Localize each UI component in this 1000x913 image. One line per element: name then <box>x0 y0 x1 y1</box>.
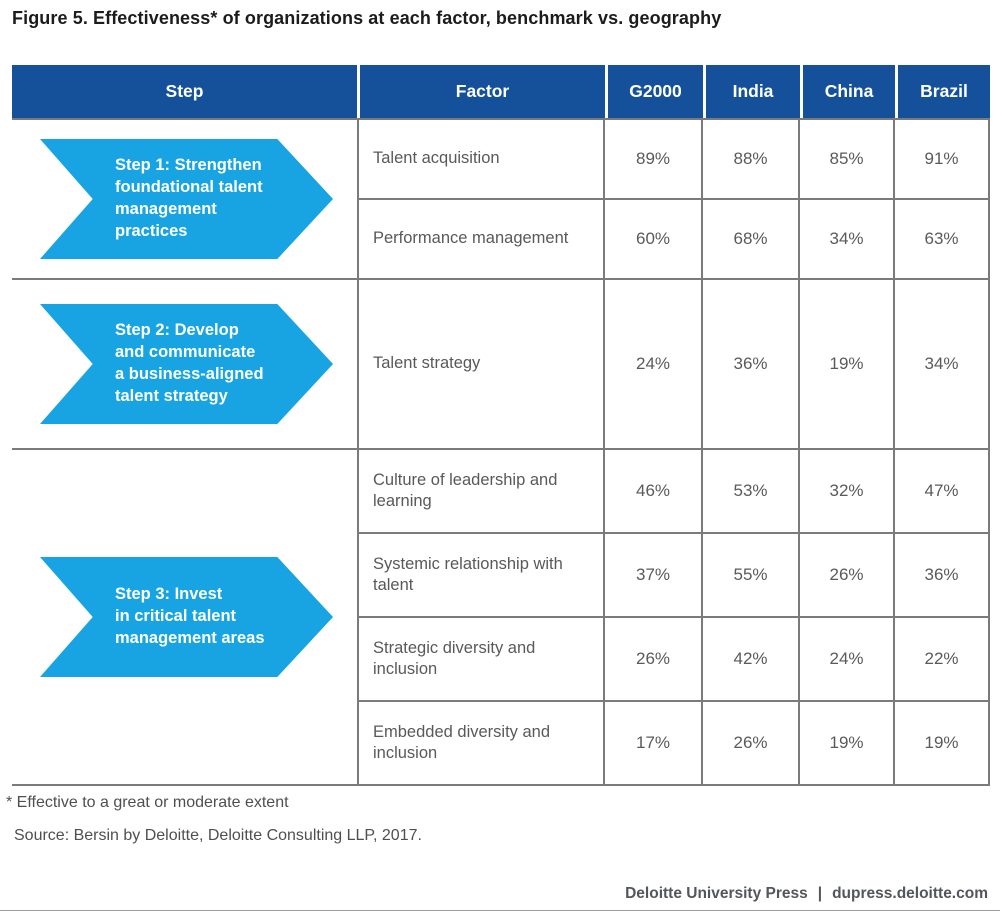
footer-brand-bar: Deloitte University Press | dupress.delo… <box>625 885 988 903</box>
source-line: Source: Bersin by Deloitte, Deloitte Con… <box>14 827 422 844</box>
table-body: Step 1: Strengthen foundational talent m… <box>12 118 990 786</box>
value-cell-china: 24% <box>798 618 893 700</box>
value-cell-g2000: 60% <box>603 200 701 278</box>
step-1-chevron-arrow: Step 1: Strengthen foundational talent m… <box>40 139 333 259</box>
value-cell-india: 36% <box>701 280 798 448</box>
value-cell-brazil: 19% <box>893 702 988 784</box>
value-cell-india: 88% <box>701 120 798 198</box>
value-cell-china: 19% <box>798 280 893 448</box>
table-header-row: Step Factor G2000 India China Brazil <box>12 65 990 118</box>
footer-brand: Deloitte University Press <box>625 885 808 902</box>
value-cell-g2000: 26% <box>603 618 701 700</box>
value-cell-china: 85% <box>798 120 893 198</box>
step-2-group: Step 2: Develop and communicate a busine… <box>12 278 990 448</box>
table-row: Embedded diversity and inclusion 17% 26%… <box>359 700 988 784</box>
step-1-cell: Step 1: Strengthen foundational talent m… <box>12 120 357 278</box>
value-cell-china: 32% <box>798 450 893 532</box>
step-2-label: Step 2: Develop and communicate a busine… <box>115 321 264 405</box>
factor-cell: Culture of leadership and learning <box>373 470 558 510</box>
factor-cell: Talent strategy <box>373 354 481 373</box>
step-1-group: Step 1: Strengthen foundational talent m… <box>12 118 990 278</box>
header-cell-g2000: G2000 <box>605 65 703 118</box>
header-cell-step: Step <box>12 65 357 118</box>
value-cell-india: 68% <box>701 200 798 278</box>
step-1-label: Step 1: Strengthen foundational talent m… <box>115 156 263 240</box>
footer-url-link[interactable]: dupress.deloitte.com <box>832 885 988 902</box>
value-cell-g2000: 17% <box>603 702 701 784</box>
value-cell-brazil: 91% <box>893 120 988 198</box>
footer-separator: | <box>817 885 823 902</box>
value-cell-brazil: 63% <box>893 200 988 278</box>
value-cell-brazil: 36% <box>893 534 988 616</box>
effectiveness-table: Step Factor G2000 India China Brazil Ste… <box>12 65 990 786</box>
factor-cell: Systemic relationship with talent <box>373 554 563 594</box>
value-cell-g2000: 89% <box>603 120 701 198</box>
header-cell-brazil: Brazil <box>895 65 990 118</box>
value-cell-g2000: 37% <box>603 534 701 616</box>
value-cell-brazil: 34% <box>893 280 988 448</box>
step-2-chevron-arrow: Step 2: Develop and communicate a busine… <box>40 304 333 424</box>
figure-title: Figure 5. Effectiveness* of organization… <box>12 8 722 28</box>
value-cell-india: 55% <box>701 534 798 616</box>
step-1-rows: Talent acquisition 89% 88% 85% 91% Perfo… <box>357 120 990 278</box>
table-row: Performance management 60% 68% 34% 63% <box>359 198 988 278</box>
step-2-rows: Talent strategy 24% 36% 19% 34% <box>357 280 990 448</box>
footnote-effective-extent: * Effective to a great or moderate exten… <box>6 794 289 811</box>
value-cell-india: 26% <box>701 702 798 784</box>
value-cell-china: 34% <box>798 200 893 278</box>
table-row: Systemic relationship with talent 37% 55… <box>359 532 988 616</box>
value-cell-g2000: 24% <box>603 280 701 448</box>
step-3-group: Step 3: Invest in critical talent manage… <box>12 448 990 784</box>
header-cell-factor: Factor <box>357 65 605 118</box>
table-row: Talent strategy 24% 36% 19% 34% <box>359 280 988 448</box>
table-row: Strategic diversity and inclusion 26% 42… <box>359 616 988 700</box>
table-row: Culture of leadership and learning 46% 5… <box>359 450 988 532</box>
header-cell-china: China <box>800 65 895 118</box>
factor-cell: Talent acquisition <box>373 149 500 168</box>
step-3-label: Step 3: Invest in critical talent manage… <box>115 585 265 647</box>
value-cell-g2000: 46% <box>603 450 701 532</box>
value-cell-china: 26% <box>798 534 893 616</box>
value-cell-china: 19% <box>798 702 893 784</box>
header-cell-india: India <box>703 65 800 118</box>
value-cell-india: 42% <box>701 618 798 700</box>
step-2-cell: Step 2: Develop and communicate a busine… <box>12 280 357 448</box>
value-cell-brazil: 22% <box>893 618 988 700</box>
factor-cell: Embedded diversity and inclusion <box>373 722 551 762</box>
bottom-divider <box>0 910 1000 911</box>
value-cell-india: 53% <box>701 450 798 532</box>
factor-cell: Strategic diversity and inclusion <box>373 638 536 678</box>
table-row: Talent acquisition 89% 88% 85% 91% <box>359 120 988 198</box>
step-3-chevron-arrow: Step 3: Invest in critical talent manage… <box>40 557 333 677</box>
value-cell-brazil: 47% <box>893 450 988 532</box>
step-3-cell: Step 3: Invest in critical talent manage… <box>12 450 357 784</box>
factor-cell: Performance management <box>373 229 569 248</box>
step-3-rows: Culture of leadership and learning 46% 5… <box>357 450 990 784</box>
